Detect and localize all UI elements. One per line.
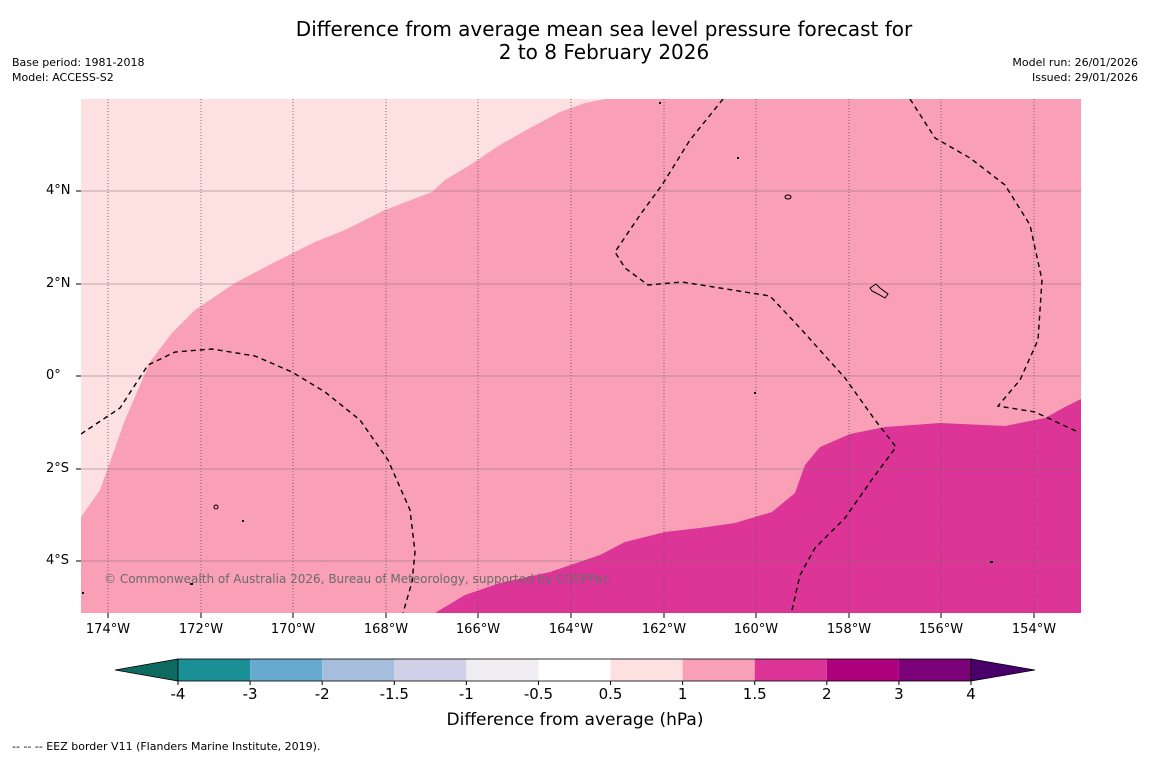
island-outline bbox=[784, 194, 792, 200]
latitude-label: 2°N bbox=[46, 276, 71, 291]
colorbar-tick-label: 4 bbox=[966, 685, 976, 703]
colorbar-tick-label: 1 bbox=[677, 685, 688, 703]
colorbar-extend-low bbox=[114, 658, 179, 682]
island-dot bbox=[737, 157, 739, 159]
longitude-label: 170°W bbox=[270, 622, 316, 637]
colorbar-segment bbox=[826, 659, 899, 681]
island-dot bbox=[659, 102, 661, 104]
eez-border-line bbox=[81, 348, 416, 613]
title-line-2: 2 to 8 February 2026 bbox=[498, 40, 710, 64]
colorbar-tick-label: 0.5 bbox=[598, 685, 623, 703]
colorbar bbox=[114, 658, 1036, 685]
colorbar-tick-label: -1.5 bbox=[379, 685, 409, 703]
map-title: Difference from average mean sea level p… bbox=[0, 18, 1150, 64]
longitude-label: 168°W bbox=[363, 622, 409, 637]
colorbar-segment bbox=[322, 659, 395, 681]
colorbar-tick-label: -0.5 bbox=[523, 685, 554, 703]
eez-borders bbox=[81, 99, 1079, 613]
colorbar-tick-label: -4 bbox=[170, 685, 186, 703]
eez-border-line bbox=[909, 99, 1079, 433]
anomaly-region-1.5-2 bbox=[435, 399, 1081, 613]
map-plot-area bbox=[81, 99, 1081, 613]
colorbar-segment bbox=[682, 659, 755, 681]
colorbar-segment bbox=[610, 659, 683, 681]
island-dot bbox=[82, 592, 84, 594]
issued-date: Issued: 29/01/2026 bbox=[1031, 71, 1138, 84]
island-dot bbox=[754, 392, 756, 394]
colorbar-tick-label: 2 bbox=[822, 685, 832, 703]
longitude-label: 158°W bbox=[826, 622, 872, 637]
colorbar-extend-high bbox=[970, 658, 1036, 682]
longitude-label: 166°W bbox=[455, 622, 501, 637]
colorbar-frame bbox=[177, 658, 972, 682]
colorbar-segment bbox=[466, 659, 539, 681]
model-run: Model run: 26/01/2026 bbox=[1012, 56, 1138, 69]
longitude-label: 164°W bbox=[548, 622, 594, 637]
longitude-label: 160°W bbox=[733, 622, 779, 637]
model-name: Model: ACCESS-S2 bbox=[12, 71, 114, 84]
axis-ticks bbox=[76, 190, 1035, 618]
island-outline bbox=[869, 283, 889, 299]
eez-legend-note: -- -- -- EEZ border V11 (Flanders Marine… bbox=[12, 740, 321, 753]
colorbar-segment bbox=[250, 659, 323, 681]
latitude-label: 0° bbox=[46, 368, 61, 383]
colorbar-segment bbox=[538, 659, 611, 681]
longitude-label: 156°W bbox=[918, 622, 964, 637]
metadata-right: Model run: 26/01/2026 Issued: 29/01/2026 bbox=[1012, 55, 1138, 85]
island-dot bbox=[242, 520, 244, 522]
island-dot bbox=[190, 583, 193, 585]
latitude-label: 4°N bbox=[46, 183, 71, 198]
island-dot bbox=[990, 561, 993, 563]
longitude-label: 172°W bbox=[178, 622, 224, 637]
base-period: Base period: 1981-2018 bbox=[12, 56, 145, 69]
island-outline bbox=[213, 504, 219, 510]
title-line-1: Difference from average mean sea level p… bbox=[295, 17, 913, 41]
colorbar-segment bbox=[754, 659, 827, 681]
metadata-left: Base period: 1981-2018 Model: ACCESS-S2 bbox=[12, 55, 144, 85]
longitude-label: 162°W bbox=[641, 622, 687, 637]
latitude-label: 4°S bbox=[46, 553, 70, 568]
colorbar-tick-label: -3 bbox=[242, 685, 258, 703]
colorbar-tick-label: 1.5 bbox=[742, 685, 767, 703]
colorbar-label: Difference from average (hPa) bbox=[446, 710, 704, 730]
colorbar-tick-label: -2 bbox=[314, 685, 330, 703]
colorbar-segment bbox=[898, 659, 971, 681]
colorbar-tick-label: 3 bbox=[894, 685, 904, 703]
colorbar-tick-label: -1 bbox=[458, 685, 474, 703]
graticule bbox=[81, 99, 1081, 613]
longitude-label: 174°W bbox=[85, 622, 131, 637]
eez-border-line bbox=[614, 99, 897, 611]
islands bbox=[82, 102, 993, 594]
colorbar-segment bbox=[178, 659, 251, 681]
longitude-label: 154°W bbox=[1011, 622, 1057, 637]
colorbar-segment bbox=[394, 659, 467, 681]
attribution-text: © Commonwealth of Australia 2026, Bureau… bbox=[104, 572, 610, 586]
latitude-label: 2°S bbox=[46, 461, 70, 476]
